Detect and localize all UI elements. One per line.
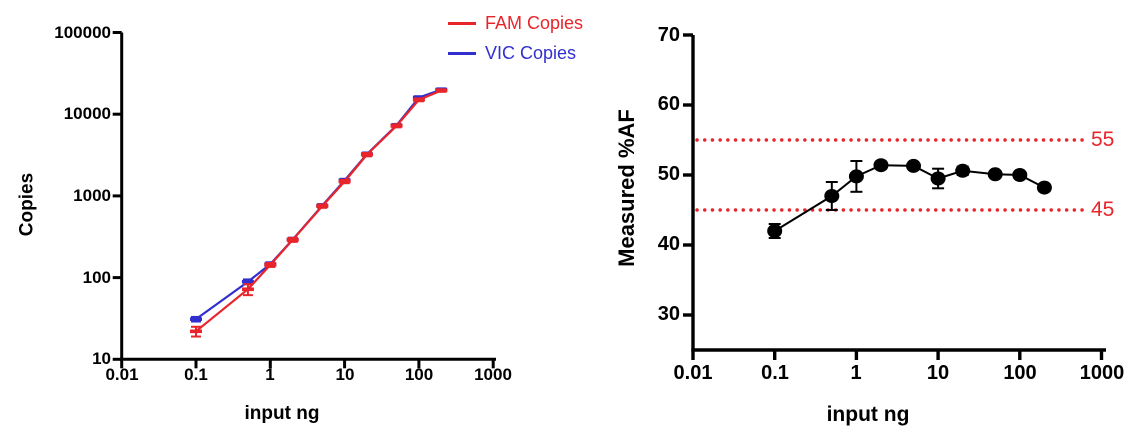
left-x-axis-title: input ng bbox=[244, 403, 320, 424]
left-y-tick-1: 100 bbox=[82, 268, 111, 287]
ref-line-45-label: 45 bbox=[1091, 198, 1115, 221]
left-y-tick-4: 100000 bbox=[54, 23, 111, 42]
fam-series-marker bbox=[390, 124, 403, 128]
af-data-point bbox=[1036, 180, 1052, 195]
af-data-point bbox=[848, 169, 864, 184]
left-y-tick-2: 1000 bbox=[73, 186, 111, 205]
fam-series-marker bbox=[412, 98, 425, 102]
vic-legend-label: VIC Copies bbox=[485, 43, 577, 63]
af-data-point bbox=[767, 224, 783, 238]
fam-line-swatch bbox=[448, 21, 476, 25]
right-y-tick-1: 40 bbox=[657, 233, 680, 255]
af-data-point bbox=[955, 163, 971, 178]
left-x-tick-2: 1 bbox=[265, 365, 275, 384]
fam-series-marker bbox=[316, 204, 329, 208]
right-x-tick-3: 10 bbox=[926, 362, 950, 384]
right-y-tick-0: 30 bbox=[657, 303, 680, 325]
legend-item-fam: FAM Copies bbox=[448, 8, 618, 38]
fam-series-marker bbox=[286, 238, 299, 242]
af-data-point bbox=[930, 171, 946, 186]
left-x-tick-3: 10 bbox=[335, 365, 355, 384]
fam-series-marker bbox=[360, 152, 373, 157]
right-x-tick-4: 100 bbox=[1003, 362, 1037, 384]
af-data-point bbox=[824, 189, 840, 203]
af-data-point bbox=[987, 167, 1003, 182]
vic-line-swatch bbox=[448, 51, 476, 55]
af-data-point bbox=[873, 158, 889, 173]
right-x-axis-title: input ng bbox=[826, 403, 910, 426]
right-x-tick-5: 1000 bbox=[1079, 362, 1125, 384]
fam-series-marker bbox=[435, 88, 448, 93]
right-x-tick-1: 0.1 bbox=[761, 362, 789, 384]
legend-item-vic: VIC Copies bbox=[448, 38, 618, 68]
left-x-tick-0: 0.01 bbox=[105, 365, 139, 384]
left-chart bbox=[112, 31, 496, 369]
fam-series-marker bbox=[338, 179, 351, 184]
right-y-tick-4: 70 bbox=[657, 24, 680, 46]
legend: FAM Copies VIC Copies bbox=[448, 8, 618, 68]
right-chart bbox=[683, 33, 1106, 360]
af-data-point bbox=[1012, 168, 1028, 182]
fam-series bbox=[190, 88, 448, 338]
fam-series-marker bbox=[241, 287, 254, 292]
vic-series-marker bbox=[190, 317, 202, 321]
af-line bbox=[774, 164, 1045, 232]
fam-series-line bbox=[195, 89, 442, 333]
af-series bbox=[767, 158, 1052, 239]
fam-legend-label: FAM Copies bbox=[485, 13, 584, 33]
right-x-tick-2: 1 bbox=[850, 362, 862, 384]
left-x-tick-4: 100 bbox=[404, 365, 434, 384]
vic-series-marker bbox=[241, 279, 254, 284]
right-x-tick-0: 0.01 bbox=[673, 362, 713, 384]
right-y-tick-3: 60 bbox=[657, 93, 680, 115]
left-x-tick-1: 0.1 bbox=[184, 365, 208, 384]
left-y-tick-3: 10000 bbox=[63, 104, 111, 123]
left-x-tick-5: 1000 bbox=[474, 365, 512, 384]
af-data-point bbox=[906, 158, 922, 173]
left-y-tick-0: 10 bbox=[92, 349, 111, 368]
fam-series-marker bbox=[190, 329, 202, 334]
fam-series-marker bbox=[264, 263, 277, 267]
right-y-tick-2: 50 bbox=[657, 163, 680, 185]
ref-line-55-label: 55 bbox=[1091, 128, 1115, 151]
